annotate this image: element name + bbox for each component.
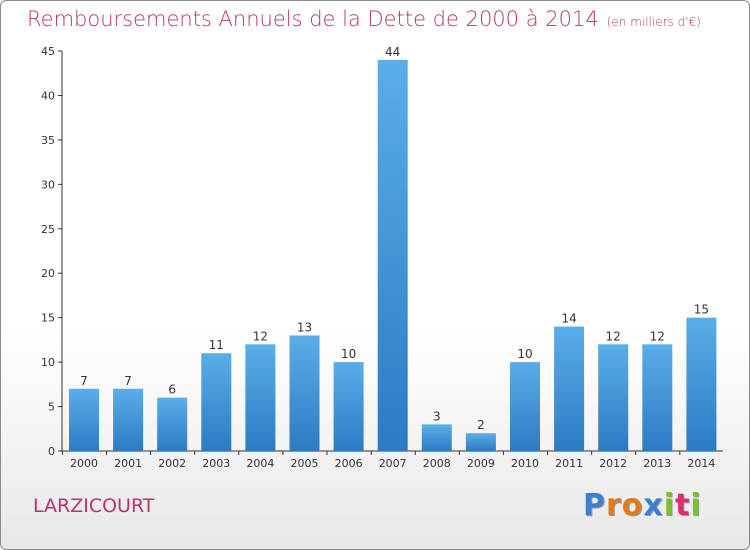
data-label: 44 bbox=[385, 45, 400, 59]
bar bbox=[421, 424, 452, 451]
y-tick-label: 10 bbox=[41, 356, 55, 369]
y-tick-label: 30 bbox=[41, 178, 55, 191]
logo-letter: i bbox=[690, 488, 702, 523]
x-tick-label: 2012 bbox=[599, 457, 627, 470]
data-label: 14 bbox=[561, 312, 576, 326]
x-tick-label: 2005 bbox=[291, 457, 319, 470]
bars: 7 7 6 11 12 13 10 44 3 2 10 14 12 12 15 bbox=[69, 45, 717, 452]
data-label: 7 bbox=[80, 374, 88, 388]
commune-name: LARZICOURT bbox=[33, 495, 155, 517]
bar bbox=[598, 344, 629, 451]
x-tick-label: 2001 bbox=[114, 457, 142, 470]
bar bbox=[201, 353, 232, 451]
x-tick-label: 2011 bbox=[555, 457, 583, 470]
logo-letter: r bbox=[606, 488, 622, 523]
data-label: 6 bbox=[168, 383, 176, 397]
y-tick-label: 0 bbox=[48, 445, 55, 458]
data-label: 15 bbox=[694, 303, 709, 317]
data-label: 10 bbox=[517, 347, 532, 361]
data-label: 3 bbox=[433, 409, 441, 423]
x-tick-label: 2004 bbox=[246, 457, 274, 470]
bar bbox=[465, 433, 496, 451]
logo-letter: t bbox=[675, 488, 691, 523]
data-label: 12 bbox=[606, 329, 621, 343]
data-label: 12 bbox=[253, 329, 268, 343]
bar bbox=[642, 344, 673, 451]
logo-letter: i bbox=[663, 488, 676, 523]
y-tick-label: 15 bbox=[41, 312, 55, 325]
data-label: 7 bbox=[124, 374, 132, 388]
x-tick-label: 2008 bbox=[423, 457, 451, 470]
x-tick-label: 2013 bbox=[643, 457, 671, 470]
data-label: 10 bbox=[341, 347, 356, 361]
y-tick-label: 45 bbox=[41, 45, 55, 58]
x-tick-label: 2010 bbox=[511, 457, 539, 470]
logo-letter: o bbox=[621, 488, 644, 523]
bar bbox=[686, 317, 717, 451]
x-tick-label: 2002 bbox=[158, 457, 186, 470]
bar bbox=[245, 344, 276, 451]
bar bbox=[554, 326, 585, 451]
y-tick-label: 25 bbox=[41, 223, 55, 236]
bar bbox=[333, 362, 364, 451]
data-label: 11 bbox=[209, 338, 224, 352]
bar bbox=[113, 388, 144, 451]
bar bbox=[69, 388, 99, 451]
x-tick-label: 2007 bbox=[379, 457, 407, 470]
x-tick-label: 2006 bbox=[335, 457, 363, 470]
axes: 0 5 10 15 20 25 30 35 40 45 2000 2001 2002 2003 2004 20… bbox=[41, 45, 723, 470]
x-tick-label: 2014 bbox=[687, 457, 715, 470]
y-tick-label: 35 bbox=[41, 134, 55, 147]
data-label: 13 bbox=[297, 320, 312, 334]
data-label: 12 bbox=[650, 329, 665, 343]
y-tick-label: 5 bbox=[48, 401, 55, 414]
x-tick-label: 2009 bbox=[467, 457, 495, 470]
x-tick-label: 2000 bbox=[70, 457, 98, 470]
proxiti-logo[interactable]: Proxiti bbox=[583, 488, 702, 523]
bar bbox=[510, 362, 540, 451]
x-tick-label: 2003 bbox=[202, 457, 230, 470]
logo-letter: P bbox=[583, 488, 606, 523]
bar bbox=[289, 335, 320, 451]
logo-letter: x bbox=[643, 488, 664, 523]
chart-title: Remboursements Annuels de la Dette de 20… bbox=[27, 7, 701, 31]
y-tick-label: 20 bbox=[41, 267, 55, 280]
bar bbox=[157, 397, 188, 451]
data-label: 2 bbox=[477, 418, 485, 432]
chart-title-text: Remboursements Annuels de la Dette de 20… bbox=[27, 7, 599, 31]
bar bbox=[377, 59, 408, 452]
y-tick-label: 40 bbox=[41, 89, 55, 102]
chart-subtitle: (en milliers d'€) bbox=[606, 15, 701, 29]
